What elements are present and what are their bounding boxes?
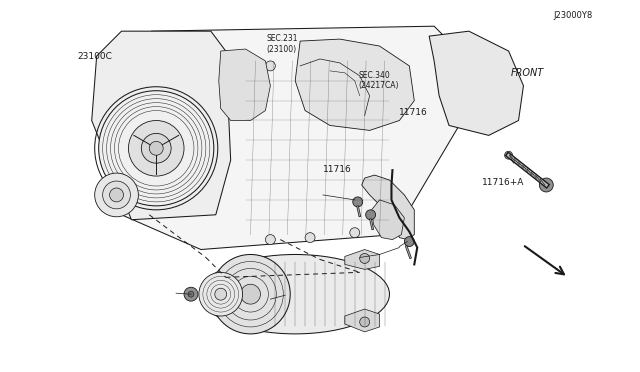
Circle shape	[504, 151, 513, 159]
Text: 11716: 11716	[399, 108, 428, 117]
Text: 11716+A: 11716+A	[482, 178, 524, 187]
Circle shape	[211, 254, 290, 334]
Polygon shape	[295, 39, 414, 131]
Polygon shape	[345, 250, 380, 269]
Circle shape	[109, 188, 124, 202]
Circle shape	[374, 54, 385, 64]
Circle shape	[215, 288, 227, 300]
Circle shape	[365, 210, 376, 220]
Circle shape	[360, 317, 370, 327]
Text: SEC.231
(23100): SEC.231 (23100)	[266, 34, 298, 54]
Circle shape	[350, 228, 360, 238]
Circle shape	[266, 235, 275, 244]
Circle shape	[129, 121, 184, 176]
Circle shape	[404, 237, 414, 247]
Circle shape	[385, 220, 394, 230]
Polygon shape	[429, 31, 524, 135]
Circle shape	[353, 197, 363, 207]
Circle shape	[305, 232, 315, 243]
Circle shape	[99, 91, 214, 206]
Circle shape	[95, 173, 138, 217]
Circle shape	[184, 287, 198, 301]
Circle shape	[360, 253, 370, 263]
Circle shape	[385, 76, 394, 86]
Circle shape	[199, 272, 243, 316]
Circle shape	[149, 141, 163, 155]
Polygon shape	[92, 31, 230, 220]
Circle shape	[188, 291, 194, 297]
Polygon shape	[122, 26, 474, 250]
Polygon shape	[362, 175, 414, 240]
Polygon shape	[345, 309, 380, 332]
Circle shape	[241, 81, 250, 91]
Ellipse shape	[201, 254, 390, 334]
Polygon shape	[219, 49, 270, 121]
Circle shape	[266, 61, 275, 71]
Circle shape	[141, 134, 171, 163]
Text: FRONT: FRONT	[511, 68, 544, 78]
Circle shape	[102, 181, 131, 209]
Text: J23000Y8: J23000Y8	[554, 11, 593, 20]
Text: 23100C: 23100C	[77, 52, 112, 61]
Text: SEC.340
(24217CA): SEC.340 (24217CA)	[358, 71, 399, 90]
Circle shape	[241, 284, 260, 304]
Polygon shape	[372, 200, 404, 240]
Circle shape	[540, 178, 553, 192]
Circle shape	[335, 58, 345, 68]
Text: 11716: 11716	[323, 165, 352, 174]
